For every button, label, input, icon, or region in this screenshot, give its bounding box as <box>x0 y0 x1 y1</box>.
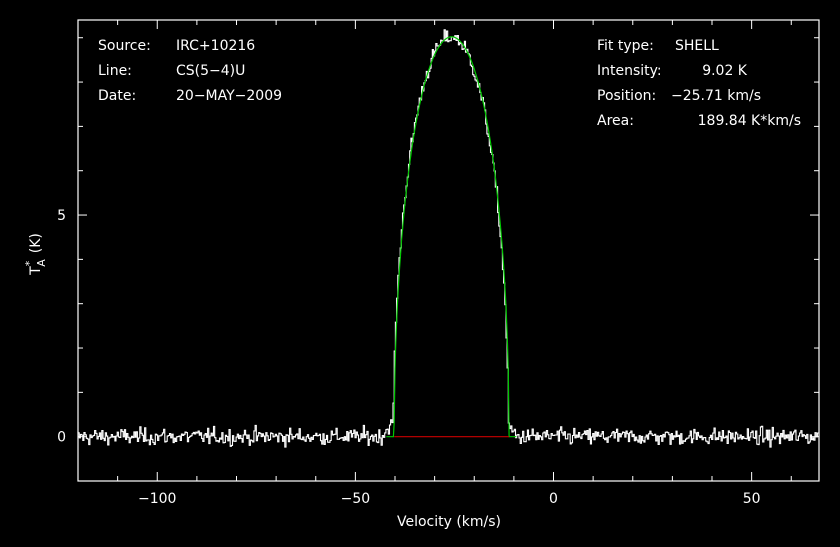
intensity-value: 9.02 K <box>702 63 748 79</box>
y-axis-label: T*A (K) <box>23 233 48 276</box>
y-axis-label-text: T*A (K) <box>23 233 48 276</box>
x-tick-label: 50 <box>743 491 761 507</box>
area-label: Area: <box>597 113 634 129</box>
y-axis-label-sub: A <box>35 259 48 267</box>
line-value: CS(5−4)U <box>176 63 245 79</box>
area-value: 189.84 K*km/s <box>698 113 801 129</box>
y-tick-label: 5 <box>57 208 66 224</box>
y-axis-label-unit: (K) <box>28 233 44 253</box>
shell-fit-line <box>386 36 517 438</box>
source-label: Source: <box>98 38 151 54</box>
position-value: −25.71 km/s <box>671 88 761 104</box>
tick-labels: −100 −50 0 50 0 5 <box>57 208 760 507</box>
fit-type-label: Fit type: <box>597 38 654 54</box>
y-axis-label-sup: * <box>23 260 36 266</box>
y-tick-label: 0 <box>57 430 66 446</box>
plot-frame <box>77 19 820 482</box>
fit-type-value: SHELL <box>675 38 719 54</box>
spectrum-line <box>77 29 819 448</box>
position-label: Position: <box>597 88 656 104</box>
y-axis-label-main: T <box>28 266 44 276</box>
date-value: 20−MAY−2009 <box>176 88 282 104</box>
intensity-label: Intensity: <box>597 63 662 79</box>
date-label: Date: <box>98 88 136 104</box>
x-axis-label: Velocity (km/s) <box>397 514 501 530</box>
source-value: IRC+10216 <box>176 38 255 54</box>
line-label: Line: <box>98 63 132 79</box>
x-tick-label: 0 <box>549 491 558 507</box>
x-tick-label: −50 <box>341 491 371 507</box>
axis-ticks <box>77 20 819 482</box>
x-tick-label: −100 <box>138 491 176 507</box>
